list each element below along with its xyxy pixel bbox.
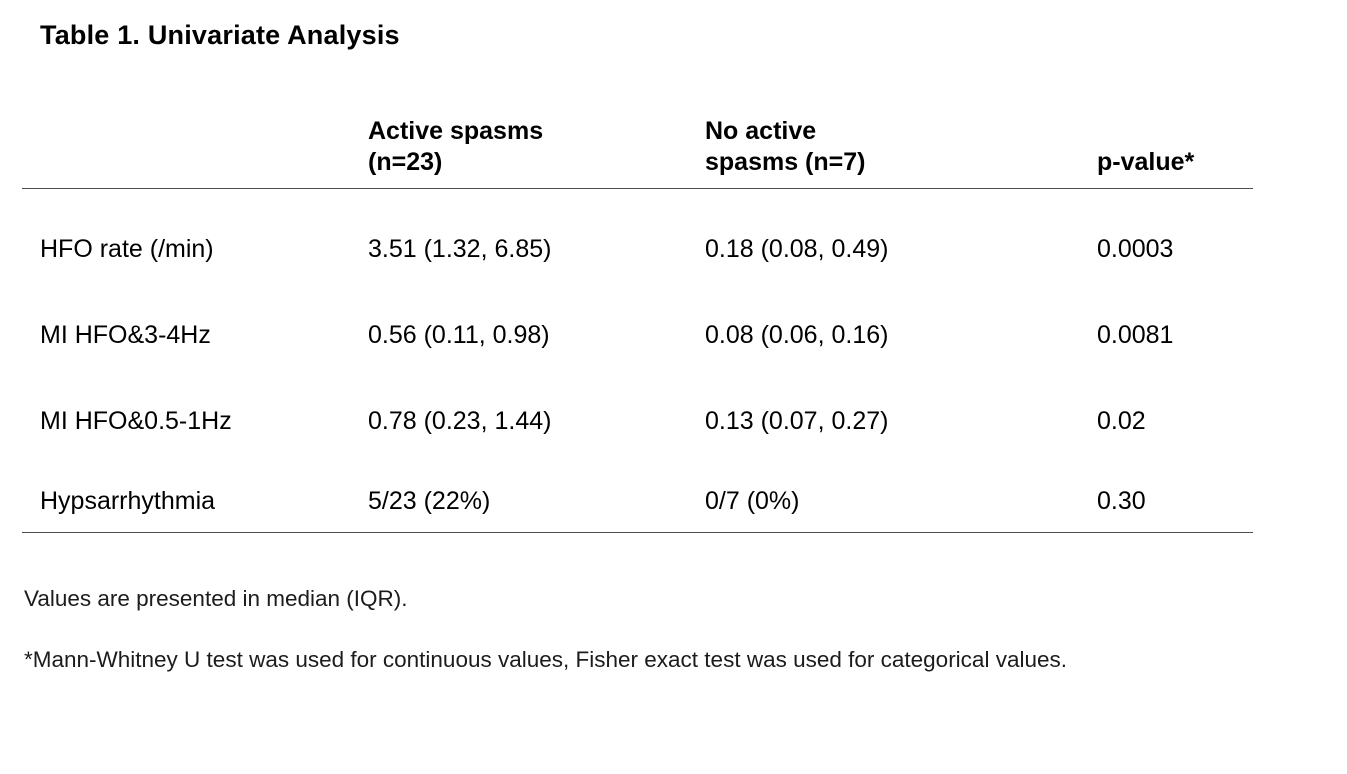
table-row: MI HFO&3-4Hz 0.56 (0.11, 0.98) 0.08 (0.0…	[22, 274, 1253, 360]
cell-no-active-spasms: 0/7 (0%)	[705, 446, 1097, 533]
table-row: MI HFO&0.5-1Hz 0.78 (0.23, 1.44) 0.13 (0…	[22, 360, 1253, 446]
univariate-analysis-table: Active spasms (n=23) No active spasms (n…	[22, 102, 1253, 533]
cell-p-value: 0.0003	[1097, 235, 1174, 263]
table-row: Hypsarrhythmia 5/23 (22%) 0/7 (0%) 0.30	[22, 446, 1253, 533]
cell-p-value: 0.0081	[1097, 321, 1174, 349]
cell-no-active-spasms: 0.13 (0.07, 0.27)	[705, 407, 889, 435]
cell-active-spasms: 3.51 (1.32, 6.85)	[368, 235, 552, 263]
header-empty	[22, 102, 368, 189]
cell-no-active-spasms: 0.08 (0.06, 0.16)	[705, 321, 889, 349]
table-body: HFO rate (/min) 3.51 (1.32, 6.85) 0.18 (…	[22, 188, 1253, 533]
cell-active-spasms: 5/23 (22%)	[368, 446, 705, 533]
header-p-value: p-value*	[1097, 102, 1253, 189]
table-title: Table 1. Univariate Analysis	[40, 20, 400, 50]
cell-p-value: 0.02	[1097, 407, 1146, 435]
cell-no-active-spasms: 0.18 (0.08, 0.49)	[705, 235, 889, 263]
row-label: HFO rate (/min)	[40, 235, 214, 263]
header-no-active-spasms: No active spasms (n=7)	[705, 102, 1097, 189]
row-label: MI HFO&3-4Hz	[40, 321, 211, 349]
table-header: Active spasms (n=23) No active spasms (n…	[22, 102, 1253, 189]
footnote-statistical-tests: *Mann-Whitney U test was used for contin…	[24, 646, 1067, 672]
footnote-median-iqr: Values are presented in median (IQR).	[24, 585, 408, 611]
row-label: MI HFO&0.5-1Hz	[40, 407, 232, 435]
cell-active-spasms: 0.78 (0.23, 1.44)	[368, 407, 552, 435]
table-row: HFO rate (/min) 3.51 (1.32, 6.85) 0.18 (…	[22, 188, 1253, 274]
cell-p-value: 0.30	[1097, 446, 1253, 533]
header-row: Active spasms (n=23) No active spasms (n…	[22, 102, 1253, 189]
table-footnotes: Values are presented in median (IQR). *M…	[24, 585, 1347, 674]
header-active-spasms: Active spasms (n=23)	[368, 102, 705, 189]
row-label: Hypsarrhythmia	[22, 446, 368, 533]
cell-active-spasms: 0.56 (0.11, 0.98)	[368, 321, 550, 349]
